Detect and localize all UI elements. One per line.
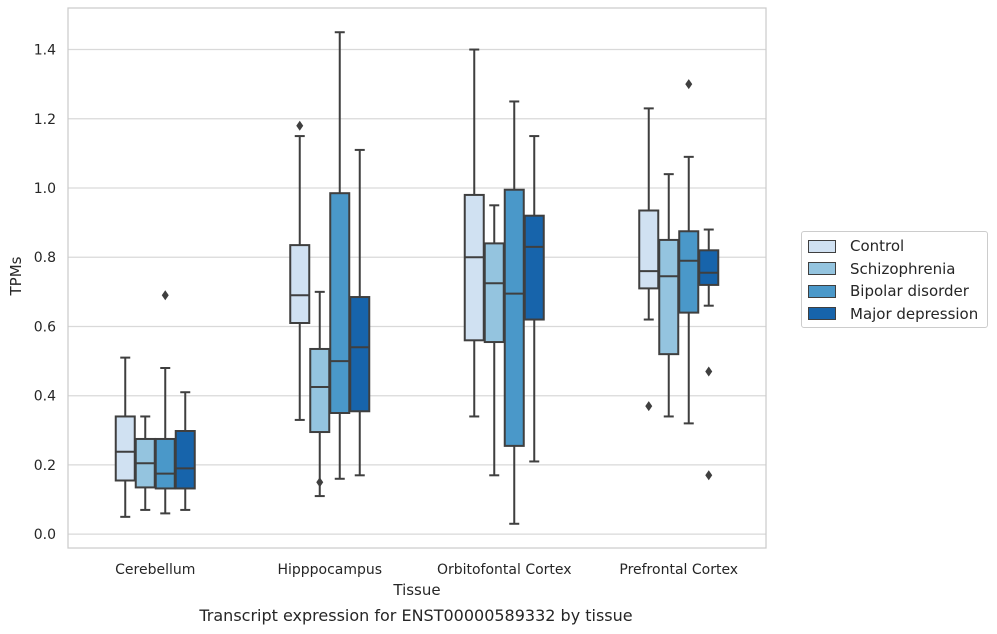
box-major-depression xyxy=(698,228,720,481)
legend-swatch xyxy=(808,307,836,320)
x-tick-label: Hipppocampus xyxy=(277,562,382,578)
y-tick-label: 0.4 xyxy=(34,389,56,405)
outlier-point xyxy=(685,79,693,90)
outlier-point xyxy=(296,120,304,131)
iqr-box xyxy=(638,209,660,290)
box-bipolar-disorder xyxy=(329,31,351,480)
iqr-box xyxy=(503,188,525,447)
outlier-point xyxy=(161,290,169,301)
legend-label: Bipolar disorder xyxy=(850,282,969,300)
iqr-box xyxy=(523,214,545,321)
iqr-box xyxy=(289,244,311,324)
box-bipolar-disorder xyxy=(678,79,700,425)
y-tick-label: 0.6 xyxy=(34,319,56,335)
legend-swatch xyxy=(808,262,836,275)
box-control xyxy=(463,48,485,418)
iqr-box xyxy=(154,437,176,490)
legend-label: Schizophrenia xyxy=(850,259,956,278)
y-tick-label: 1.4 xyxy=(34,43,56,59)
y-tick-label: 1.2 xyxy=(34,112,56,128)
outlier-point xyxy=(645,401,653,412)
y-tick-label: 1.0 xyxy=(34,181,56,197)
box-major-depression xyxy=(523,135,545,463)
x-tick-label: Orbitofontal Cortex xyxy=(437,562,572,578)
x-tick-labels: Cerebellum Hipppocampus Orbitofontal Corte… xyxy=(115,562,738,578)
legend-entry: Schizophrenia xyxy=(808,259,955,279)
box-schizophrenia xyxy=(658,173,680,418)
box-schizophrenia xyxy=(483,204,505,477)
box-major-depression xyxy=(349,148,371,477)
iqr-box xyxy=(349,296,371,413)
box-control xyxy=(114,356,136,518)
y-tick-labels: 0.0 0.2 0.4 0.6 0.8 1.0 1.2 1.4 xyxy=(34,43,56,544)
box-groups xyxy=(114,31,720,525)
legend-label: Control xyxy=(850,237,905,255)
outlier-point xyxy=(705,366,713,377)
outlier-point xyxy=(705,470,713,481)
legend: Control Schizophrenia Bipolar disorder Majo… xyxy=(801,231,988,328)
legend-entry: Control xyxy=(808,236,904,256)
iqr-box xyxy=(698,249,720,286)
iqr-box xyxy=(483,242,505,344)
plot-frame xyxy=(67,7,767,549)
box-schizophrenia xyxy=(134,415,156,511)
iqr-box xyxy=(678,230,700,314)
chart-caption: Transcript expression for ENST0000058933… xyxy=(199,606,633,625)
box-schizophrenia xyxy=(309,290,331,498)
legend-entry: Bipolar disorder xyxy=(808,281,969,301)
outlier-point xyxy=(316,477,324,488)
box-control xyxy=(289,120,311,421)
box-major-depression xyxy=(174,391,196,511)
y-tick-label: 0.0 xyxy=(34,527,56,543)
iqr-box xyxy=(463,193,485,342)
box-bipolar-disorder xyxy=(154,290,176,515)
x-tick-label: Cerebellum xyxy=(115,562,195,578)
y-axis-title: TPMs xyxy=(7,256,25,296)
box-control xyxy=(638,107,660,412)
y-tick-label: 0.2 xyxy=(34,458,56,474)
y-tick-label: 0.8 xyxy=(34,250,56,266)
legend-swatch xyxy=(808,284,836,298)
iqr-box xyxy=(658,238,680,356)
box-bipolar-disorder xyxy=(503,100,525,525)
x-tick-label: Prefrontal Cortex xyxy=(619,562,738,578)
legend-swatch xyxy=(808,239,836,253)
legend-label: Major depression xyxy=(850,304,979,323)
iqr-box xyxy=(309,347,331,434)
iqr-box xyxy=(174,430,196,490)
x-axis-title: Tissue xyxy=(392,581,440,599)
iqr-box xyxy=(329,192,351,414)
legend-entry: Major depression xyxy=(808,304,978,324)
iqr-box xyxy=(114,415,136,482)
